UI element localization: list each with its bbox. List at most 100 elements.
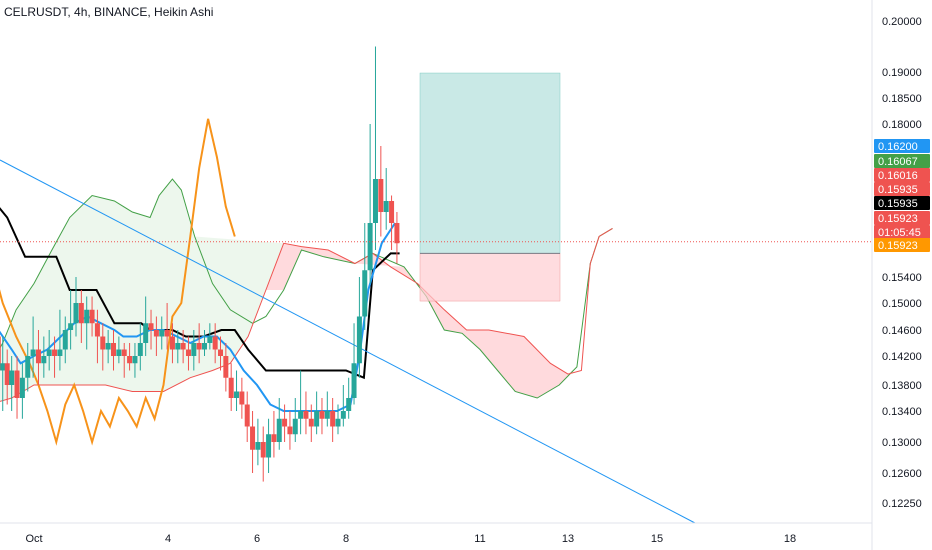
time-tick-label: 18 <box>784 533 796 545</box>
time-tick-label: 11 <box>474 533 485 545</box>
price-tag-box <box>874 238 930 252</box>
candle-body <box>73 303 79 324</box>
candle-body <box>303 411 309 419</box>
price-tick-label: 0.14600 <box>882 325 922 337</box>
candle-body <box>394 223 400 244</box>
long-position-tool <box>419 72 561 302</box>
candle-body <box>362 270 368 317</box>
price-tag-label: 0.16200 <box>878 141 918 153</box>
candle-body <box>367 223 373 271</box>
candle-body <box>372 179 378 223</box>
candle-body <box>201 343 207 350</box>
price-tick-label: 0.13400 <box>882 406 922 418</box>
candle-body <box>207 336 213 343</box>
price-tick-label: 0.12250 <box>882 498 922 510</box>
candle-body <box>378 179 384 212</box>
candle-body <box>218 349 224 356</box>
candle-body <box>52 349 58 356</box>
candle-body <box>314 411 320 427</box>
candle-body <box>250 426 256 450</box>
candle-body <box>30 349 36 356</box>
candle-body <box>330 411 336 427</box>
candle-body <box>137 343 143 356</box>
candle-body <box>185 349 191 356</box>
price-tag-box <box>874 211 930 225</box>
candle-body <box>340 411 346 419</box>
candle-body <box>271 434 277 442</box>
cloud-bearish <box>265 243 577 398</box>
price-tick-label: 0.19000 <box>882 67 922 79</box>
candle-body <box>356 316 362 364</box>
candle-body <box>389 201 395 223</box>
candle-body <box>0 336 1 371</box>
candle-body <box>116 349 122 356</box>
candle-body <box>143 323 149 343</box>
price-tick-label: 0.15400 <box>882 272 922 284</box>
candle-body <box>148 323 154 330</box>
candle-body <box>196 343 202 350</box>
candles <box>0 46 400 482</box>
candle-body <box>351 363 357 398</box>
price-tag-label: 0.15923 <box>878 213 918 225</box>
price-tick-label: 0.13000 <box>882 437 922 449</box>
candle-body <box>68 323 74 330</box>
time-tick-label: 13 <box>562 533 574 545</box>
candle-body <box>319 411 325 419</box>
candle-body <box>223 356 229 378</box>
candle-body <box>191 343 197 356</box>
candle-body <box>127 356 133 364</box>
candle-body <box>14 370 20 398</box>
candle-body <box>239 391 245 405</box>
candle-body <box>105 343 111 350</box>
cloud-bullish <box>0 179 284 402</box>
position-stop-zone <box>419 253 561 302</box>
price-tag-label: 0.15935 <box>878 198 918 210</box>
price-tick-label: 0.15000 <box>882 298 922 310</box>
price-tag-box <box>874 182 930 196</box>
candle-body <box>46 349 52 356</box>
candle-body <box>228 377 234 398</box>
price-tick-label: 0.18500 <box>882 93 922 105</box>
candle-body <box>298 411 304 419</box>
candle-body <box>89 309 95 324</box>
candle-body <box>292 418 298 435</box>
price-tag-box <box>874 196 930 210</box>
price-tag-label: 0.15935 <box>878 184 918 196</box>
candle-body <box>78 303 84 324</box>
candle-body <box>180 343 186 350</box>
candle-body <box>276 418 282 442</box>
candle-body <box>346 398 352 411</box>
price-tick-label: 0.20000 <box>882 16 922 28</box>
candle-body <box>94 323 100 337</box>
time-tick-label: 6 <box>254 533 260 545</box>
price-tag-box <box>874 168 930 182</box>
candle-body <box>308 418 314 427</box>
candle-body <box>164 330 170 337</box>
time-axis: Oct 4 6 8 11 13 15 18 <box>0 522 872 545</box>
candle-body <box>153 330 159 337</box>
descending-trendline <box>0 159 696 524</box>
time-tick-label: 15 <box>651 533 663 545</box>
candle-body <box>266 434 272 458</box>
candle-body <box>169 336 175 350</box>
price-tag-label: 0.15923 <box>878 240 918 252</box>
price-tag-label: 0.16067 <box>878 156 918 168</box>
candle-body <box>19 377 25 398</box>
candle-body <box>41 356 47 364</box>
candle-body <box>62 330 68 350</box>
candle-body <box>282 418 288 427</box>
candle-body <box>121 349 127 356</box>
price-tag-label: 0.16016 <box>878 170 918 182</box>
price-tick-label: 0.13800 <box>882 380 922 392</box>
price-tag-box <box>874 139 930 153</box>
candle-body <box>335 418 341 427</box>
price-tick-label: 0.18000 <box>882 119 922 131</box>
senkou-span-b-line <box>0 227 613 402</box>
chikou-span-line <box>0 118 236 446</box>
time-tick-label: 8 <box>343 533 349 545</box>
price-tag-label: 01:05:45 <box>878 227 921 239</box>
time-tick-label: Oct <box>25 533 42 545</box>
candle-body <box>57 349 63 356</box>
candle-body <box>100 336 106 350</box>
